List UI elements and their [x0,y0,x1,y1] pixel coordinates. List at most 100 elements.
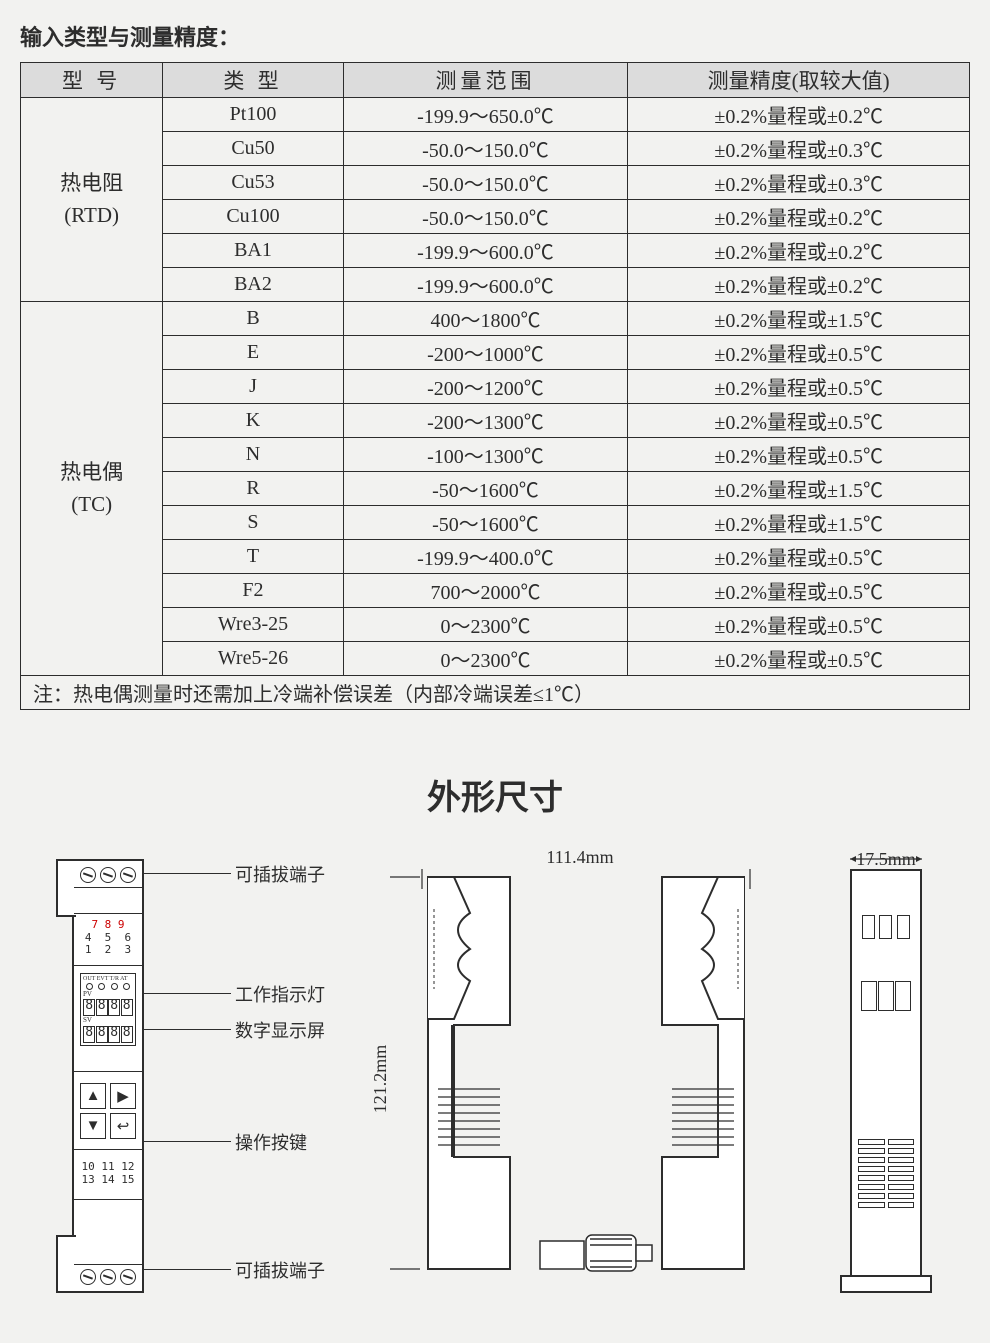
width-dimension: 111.4mm [390,847,770,868]
divider [74,1199,142,1200]
cell-range: 0～2300℃ [343,642,628,676]
bottom-terminals [78,1269,138,1285]
table-row: Cu53-50.0～150.0℃±0.2%量程或±0.3℃ [21,166,970,200]
cell-type: J [163,370,343,404]
divider [74,1071,142,1072]
cell-type: T [163,540,343,574]
cell-acc: ±0.2%量程或±0.5℃ [628,608,970,642]
status-leds [83,983,133,990]
divider [74,965,142,966]
cell-acc: ±0.2%量程或±0.5℃ [628,336,970,370]
table-row: S-50～1600℃±0.2%量程或±1.5℃ [21,506,970,540]
cell-acc: ±0.2%量程或±0.3℃ [628,166,970,200]
section-title: 输入类型与测量精度： [20,20,970,52]
cell-range: -50～1600℃ [343,472,628,506]
cell-acc: ±0.2%量程或±0.5℃ [628,540,970,574]
callout-display: 数字显示屏 [235,1017,325,1043]
cell-type: F2 [163,574,343,608]
cell-acc: ±0.2%量程或±0.5℃ [628,438,970,472]
col-accuracy: 测量精度(取较大值) [628,63,970,98]
callout-top-terminal: 可插拔端子 [235,861,325,887]
cell-type: Wre3-25 [163,608,343,642]
right-button[interactable]: ▶ [110,1083,136,1109]
cell-type: Cu53 [163,166,343,200]
col-model: 型 号 [21,63,163,98]
button-panel: ▲ ▶ ▼ ↩ [80,1083,136,1139]
table-row: J-200～1200℃±0.2%量程或±0.5℃ [21,370,970,404]
mid-block [860,981,912,1011]
cell-range: -200～1000℃ [343,336,628,370]
table-row: Wre3-250～2300℃±0.2%量程或±0.5℃ [21,608,970,642]
table-row: 热电阻(RTD)Pt100-199.9～650.0℃±0.2%量程或±0.2℃ [21,98,970,132]
divider [74,887,142,888]
enter-button[interactable]: ↩ [110,1113,136,1139]
cell-type: B [163,302,343,336]
cell-range: -199.9～600.0℃ [343,268,628,302]
top-block [860,915,912,939]
table-row: BA2-199.9～600.0℃±0.2%量程或±0.2℃ [21,268,970,302]
sv-display [83,1026,133,1043]
cell-acc: ±0.2%量程或±0.5℃ [628,404,970,438]
cell-range: -50.0～150.0℃ [343,200,628,234]
table-row: E-200～1000℃±0.2%量程或±0.5℃ [21,336,970,370]
table-row: R-50～1600℃±0.2%量程或±1.5℃ [21,472,970,506]
col-type: 类 型 [163,63,343,98]
table-note: 注：热电偶测量时还需加上冷端补偿误差（内部冷端误差≤1℃） [21,676,970,710]
cell-range: -200～1200℃ [343,370,628,404]
cell-acc: ±0.2%量程或±0.2℃ [628,200,970,234]
cell-range: -199.9～400.0℃ [343,540,628,574]
cell-range: -50.0～150.0℃ [343,166,628,200]
spec-table: 型 号 类 型 测量范围 测量精度(取较大值) 热电阻(RTD)Pt100-19… [20,62,970,710]
group-cell: 热电阻(RTD) [21,98,163,302]
table-row: K-200～1300℃±0.2%量程或±0.5℃ [21,404,970,438]
table-row: BA1-199.9～600.0℃±0.2%量程或±0.2℃ [21,234,970,268]
cell-type: BA2 [163,268,343,302]
cell-range: -199.9～600.0℃ [343,234,628,268]
terminal-numbers-bottom: 10 11 12 13 14 15 [74,1161,142,1186]
cell-range: -199.9～650.0℃ [343,98,628,132]
cell-type: E [163,336,343,370]
up-button[interactable]: ▲ [80,1083,106,1109]
cell-acc: ±0.2%量程或±0.5℃ [628,642,970,676]
cell-type: Wre5-26 [163,642,343,676]
cell-acc: ±0.2%量程或±1.5℃ [628,302,970,336]
narrow-side-view: 17.5mm [850,869,922,1293]
cell-type: Cu50 [163,132,343,166]
cell-type: N [163,438,343,472]
cell-type: Cu100 [163,200,343,234]
dimension-diagram: 7 8 9 4 5 6 1 2 3 OUT EVT T/R AT PV SV ▲… [20,839,970,1309]
callout-bottom-terminal: 可插拔端子 [235,1257,325,1283]
cell-type: BA1 [163,234,343,268]
mount-tab-bottom [56,1235,76,1293]
cell-type: R [163,472,343,506]
base-foot [840,1275,932,1293]
down-button[interactable]: ▼ [80,1113,106,1139]
divider [74,1264,142,1265]
cell-range: 400～1800℃ [343,302,628,336]
cell-range: 0～2300℃ [343,608,628,642]
cell-type: K [163,404,343,438]
table-row: Cu100-50.0～150.0℃±0.2%量程或±0.2℃ [21,200,970,234]
cell-type: S [163,506,343,540]
cell-acc: ±0.2%量程或±0.2℃ [628,98,970,132]
cell-acc: ±0.2%量程或±0.5℃ [628,574,970,608]
divider [74,913,142,914]
cell-acc: ±0.2%量程或±0.5℃ [628,370,970,404]
cell-acc: ±0.2%量程或±1.5℃ [628,472,970,506]
callout-buttons: 操作按键 [235,1129,307,1155]
mount-tab-top [56,859,76,917]
height-dimension: 121.2mm [370,1045,391,1114]
side-grille [858,1139,914,1208]
cell-range: -200～1300℃ [343,404,628,438]
cell-range: -100～1300℃ [343,438,628,472]
cell-acc: ±0.2%量程或±0.3℃ [628,132,970,166]
cell-range: -50～1600℃ [343,506,628,540]
col-range: 测量范围 [343,63,628,98]
side-view: 111.4mm 121.2mm [390,869,770,1289]
cell-acc: ±0.2%量程或±0.2℃ [628,234,970,268]
front-view: 7 8 9 4 5 6 1 2 3 OUT EVT T/R AT PV SV ▲… [72,859,144,1293]
table-row: 热电偶(TC)B400～1800℃±0.2%量程或±1.5℃ [21,302,970,336]
callout-led: 工作指示灯 [235,981,325,1007]
cell-range: -50.0～150.0℃ [343,132,628,166]
header-row: 型 号 类 型 测量范围 测量精度(取较大值) [21,63,970,98]
